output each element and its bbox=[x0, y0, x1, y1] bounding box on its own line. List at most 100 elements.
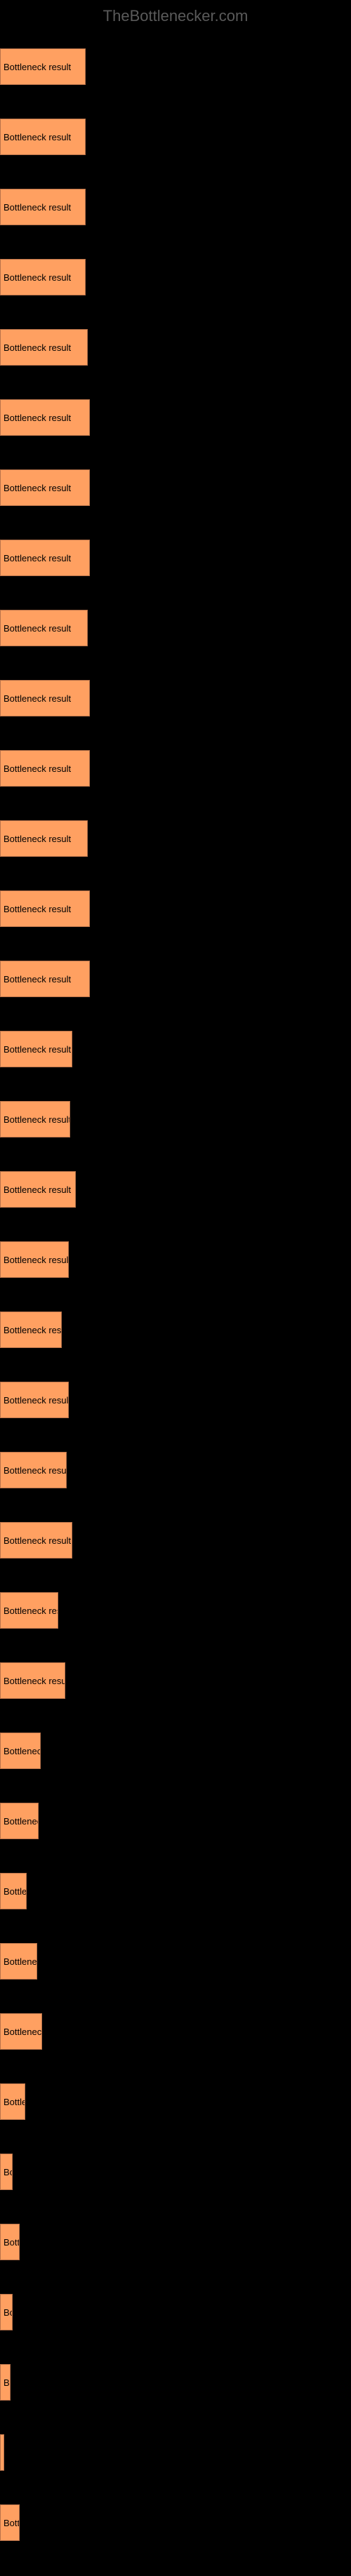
bar-top-label bbox=[0, 176, 351, 189]
chart-row: Bottleneck result bbox=[0, 878, 351, 927]
bottleneck-bar: Bottleneck result bbox=[0, 2154, 13, 2190]
bottleneck-bar: Bottleneck result bbox=[0, 119, 86, 155]
bar-top-label bbox=[0, 1930, 351, 1943]
chart-row: Bottleneck result bbox=[0, 527, 351, 576]
bar-top-label bbox=[0, 948, 351, 961]
bottleneck-bar: Bottleneck result bbox=[0, 2083, 25, 2120]
bar-top-label bbox=[0, 2422, 351, 2434]
bar-top-label bbox=[0, 1790, 351, 1803]
chart-row: Bottleneck result bbox=[0, 2422, 351, 2471]
chart-row: Bottleneck result bbox=[0, 2492, 351, 2541]
bottleneck-bar: Bottleneck result bbox=[0, 2364, 11, 2401]
chart-row: Bottleneck result bbox=[0, 316, 351, 366]
chart-row: Bottleneck result bbox=[0, 1088, 351, 1137]
bottleneck-bar: Bottleneck result bbox=[0, 1382, 69, 1418]
chart-row: Bottleneck result bbox=[0, 1299, 351, 1348]
bar-top-label bbox=[0, 316, 351, 329]
bottleneck-bar: Bottleneck result bbox=[0, 189, 86, 225]
chart-row: Bottleneck result bbox=[0, 1930, 351, 1980]
bottleneck-bar: Bottleneck result bbox=[0, 1031, 72, 1067]
bar-top-label bbox=[0, 387, 351, 399]
chart-row: Bottleneck result bbox=[0, 1790, 351, 1839]
bar-top-label bbox=[0, 246, 351, 259]
chart-row: Bottleneck result bbox=[0, 106, 351, 155]
bottleneck-bar: Bottleneck result bbox=[0, 610, 88, 646]
chart-row: Bottleneck result bbox=[0, 667, 351, 716]
watermark-text: TheBottlenecker.com bbox=[0, 7, 351, 25]
bottleneck-bar: Bottleneck result bbox=[0, 469, 90, 506]
bar-top-label bbox=[0, 1088, 351, 1101]
bottleneck-bar: Bottleneck result bbox=[0, 1522, 72, 1559]
chart-row: Bottleneck result bbox=[0, 1229, 351, 1278]
chart-row: Bottleneck result bbox=[0, 246, 351, 295]
bar-top-label bbox=[0, 1018, 351, 1031]
bottleneck-bar: Bottleneck result bbox=[0, 961, 90, 997]
bottleneck-bar: Bottleneck result bbox=[0, 1733, 41, 1769]
bottleneck-bar: Bottleneck result bbox=[0, 1171, 76, 1208]
bottleneck-bar: Bottleneck result bbox=[0, 1943, 37, 1980]
chart-row: Bottleneck result bbox=[0, 2211, 351, 2260]
chart-row: Bottleneck result bbox=[0, 1509, 351, 1559]
chart-row: Bottleneck result bbox=[0, 1720, 351, 1769]
chart-row: Bottleneck result bbox=[0, 457, 351, 506]
bar-top-label bbox=[0, 597, 351, 610]
chart-row: Bottleneck result bbox=[0, 2141, 351, 2190]
chart-row: Bottleneck result bbox=[0, 1580, 351, 1629]
bottleneck-bar: Bottleneck result bbox=[0, 399, 90, 436]
bar-top-label bbox=[0, 1509, 351, 1522]
bar-top-label bbox=[0, 2281, 351, 2294]
bar-top-label bbox=[0, 457, 351, 469]
chart-row: Bottleneck result bbox=[0, 1159, 351, 1208]
bar-top-label bbox=[0, 2492, 351, 2504]
chart-row: Bottleneck result bbox=[0, 597, 351, 646]
bar-top-label bbox=[0, 1720, 351, 1733]
bar-top-label bbox=[0, 1650, 351, 1662]
bottleneck-bar: Bottleneck result bbox=[0, 1452, 67, 1488]
bottleneck-bar: Bottleneck result bbox=[0, 2504, 20, 2541]
bottleneck-bar: Bottleneck result bbox=[0, 2224, 20, 2260]
bar-top-label bbox=[0, 2351, 351, 2364]
bottleneck-bar: Bottleneck result bbox=[0, 1592, 58, 1629]
bar-top-label bbox=[0, 1860, 351, 1873]
bar-top-label bbox=[0, 878, 351, 890]
bottleneck-bar: Bottleneck result bbox=[0, 1873, 27, 1909]
chart-row: Bottleneck result bbox=[0, 2351, 351, 2401]
chart-row: Bottleneck result bbox=[0, 1860, 351, 1909]
bar-top-label bbox=[0, 2001, 351, 2013]
bottleneck-bar: Bottleneck result bbox=[0, 48, 86, 85]
bar-top-label bbox=[0, 106, 351, 119]
bar-top-label bbox=[0, 667, 351, 680]
bar-top-label bbox=[0, 2071, 351, 2083]
bar-top-label bbox=[0, 1369, 351, 1382]
bottleneck-bar: Bottleneck result bbox=[0, 750, 90, 787]
bar-top-label bbox=[0, 738, 351, 750]
bar-top-label bbox=[0, 808, 351, 820]
bottleneck-bar: Bottleneck result bbox=[0, 1803, 39, 1839]
chart-row: Bottleneck result bbox=[0, 948, 351, 997]
bar-top-label bbox=[0, 36, 351, 48]
bottleneck-bar-chart: Bottleneck result Bottleneck result Bottle… bbox=[0, 36, 351, 2562]
bar-top-label bbox=[0, 1299, 351, 1312]
chart-row: Bottleneck result bbox=[0, 36, 351, 85]
bar-top-label bbox=[0, 1159, 351, 1171]
bar-top-label bbox=[0, 1439, 351, 1452]
chart-row: Bottleneck result bbox=[0, 1369, 351, 1418]
bar-top-label bbox=[0, 1229, 351, 1241]
chart-row: Bottleneck result bbox=[0, 2281, 351, 2330]
bottleneck-bar: Bottleneck result bbox=[0, 540, 90, 576]
chart-row: Bottleneck result bbox=[0, 1018, 351, 1067]
bottleneck-bar: Bottleneck result bbox=[0, 329, 88, 366]
chart-row: Bottleneck result bbox=[0, 2001, 351, 2050]
bottleneck-bar: Bottleneck result bbox=[0, 1662, 65, 1699]
bar-top-label bbox=[0, 527, 351, 540]
bar-top-label bbox=[0, 1580, 351, 1592]
bottleneck-bar: Bottleneck result bbox=[0, 890, 90, 927]
chart-row: Bottleneck result bbox=[0, 387, 351, 436]
chart-row: Bottleneck result bbox=[0, 738, 351, 787]
bar-top-label bbox=[0, 2211, 351, 2224]
chart-row: Bottleneck result bbox=[0, 2071, 351, 2120]
bottleneck-bar: Bottleneck result bbox=[0, 1101, 70, 1137]
chart-row: Bottleneck result bbox=[0, 1650, 351, 1699]
bottleneck-bar: Bottleneck result bbox=[0, 680, 90, 716]
bottleneck-bar: Bottleneck result bbox=[0, 259, 86, 295]
